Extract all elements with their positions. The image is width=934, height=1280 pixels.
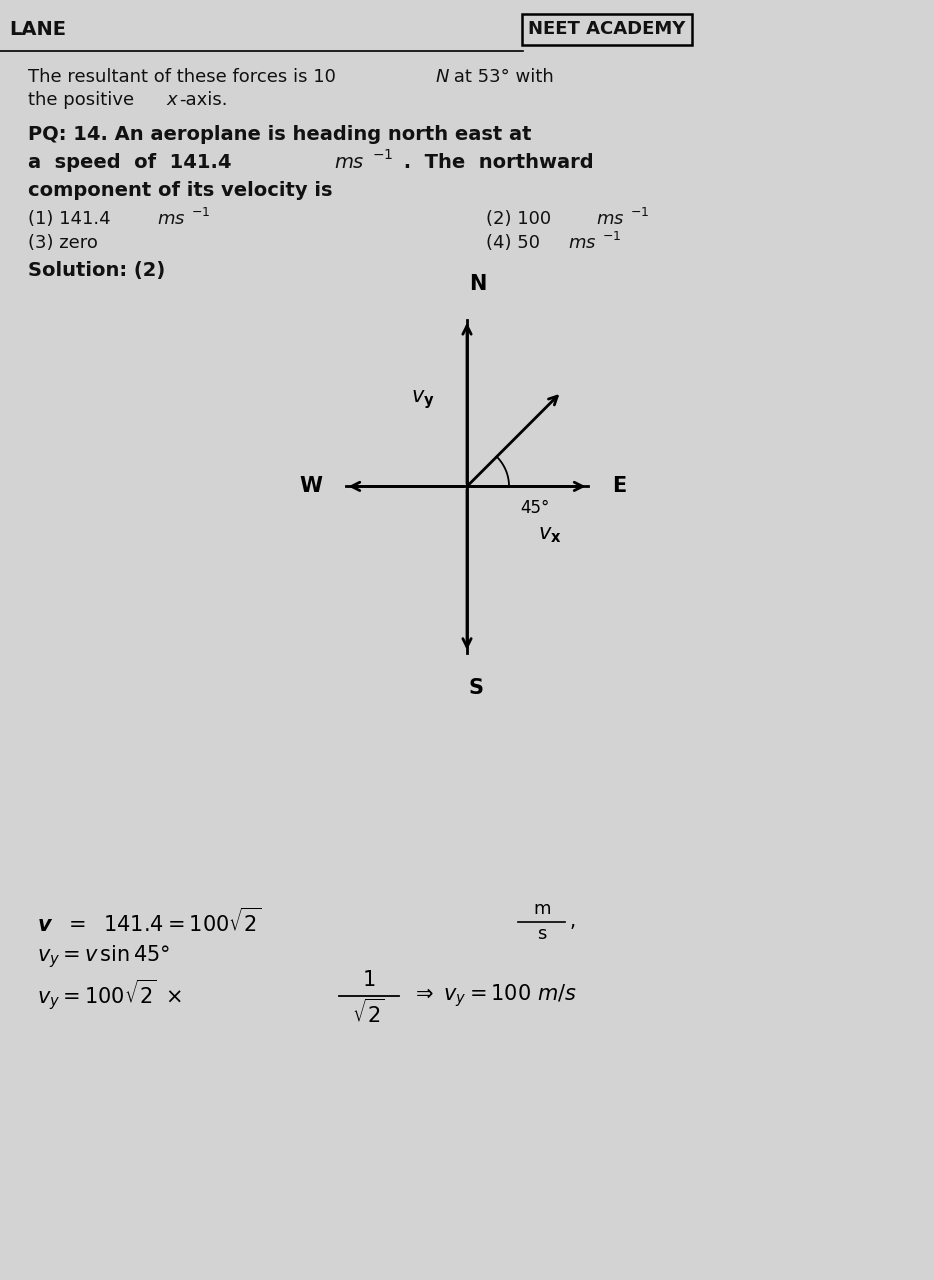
Text: (4) 50: (4) 50 xyxy=(486,234,545,252)
Text: S: S xyxy=(469,678,484,699)
Text: m: m xyxy=(533,900,550,918)
Text: (1) 141.4: (1) 141.4 xyxy=(28,210,117,228)
Text: $\boldsymbol{v}\ \ =\ \ 141.4 = 100\sqrt{2}\ $: $\boldsymbol{v}\ \ =\ \ 141.4 = 100\sqrt… xyxy=(37,908,262,936)
Text: ,: , xyxy=(570,913,576,931)
Text: $-1$: $-1$ xyxy=(191,206,211,219)
Text: $v_y = 100\sqrt{2}\ \times\ $: $v_y = 100\sqrt{2}\ \times\ $ xyxy=(37,978,183,1014)
Text: E: E xyxy=(612,476,626,497)
Text: PQ: 14. An aeroplane is heading north east at: PQ: 14. An aeroplane is heading north ea… xyxy=(28,125,531,143)
Text: component of its velocity is: component of its velocity is xyxy=(28,182,333,200)
Text: a  speed  of  141.4: a speed of 141.4 xyxy=(28,154,238,172)
Text: LANE: LANE xyxy=(9,20,66,38)
Text: N: N xyxy=(470,274,487,294)
Text: Solution: (2): Solution: (2) xyxy=(28,261,165,279)
Text: s: s xyxy=(537,925,546,943)
Text: $\mathbf{\mathit{v}_y}$: $\mathbf{\mathit{v}_y}$ xyxy=(411,388,434,411)
Text: $\Rightarrow\ v_y = 100\ m/s$: $\Rightarrow\ v_y = 100\ m/s$ xyxy=(411,983,577,1009)
Text: $\mathit{ms}$: $\mathit{ms}$ xyxy=(157,210,186,228)
Text: W: W xyxy=(299,476,322,497)
Text: $\mathit{ms}$: $\mathit{ms}$ xyxy=(596,210,625,228)
Text: $-1$: $-1$ xyxy=(602,230,622,243)
Text: $\mathit{ms}$: $\mathit{ms}$ xyxy=(568,234,597,252)
Text: (3) zero: (3) zero xyxy=(28,234,98,252)
Text: The resultant of these forces is 10: The resultant of these forces is 10 xyxy=(28,68,342,86)
Text: -axis.: -axis. xyxy=(179,91,228,109)
Text: $\mathit{ms}$: $\mathit{ms}$ xyxy=(334,154,365,172)
Text: 45°: 45° xyxy=(520,499,549,517)
Text: .  The  northward: . The northward xyxy=(397,154,594,172)
Text: NEET ACADEMY: NEET ACADEMY xyxy=(529,20,686,38)
Text: (2) 100: (2) 100 xyxy=(486,210,557,228)
Text: 1: 1 xyxy=(362,970,375,991)
Text: x: x xyxy=(166,91,177,109)
Text: at 53° with: at 53° with xyxy=(448,68,554,86)
Text: the positive: the positive xyxy=(28,91,140,109)
Text: N: N xyxy=(435,68,448,86)
Text: $-1$: $-1$ xyxy=(372,148,393,161)
Text: $v_y = v\,\sin 45°$: $v_y = v\,\sin 45°$ xyxy=(37,943,171,969)
Text: $\mathbf{\mathit{v}_x}$: $\mathbf{\mathit{v}_x}$ xyxy=(538,525,561,545)
Text: $-1$: $-1$ xyxy=(630,206,650,219)
Text: $\sqrt{2}$: $\sqrt{2}$ xyxy=(352,998,386,1027)
